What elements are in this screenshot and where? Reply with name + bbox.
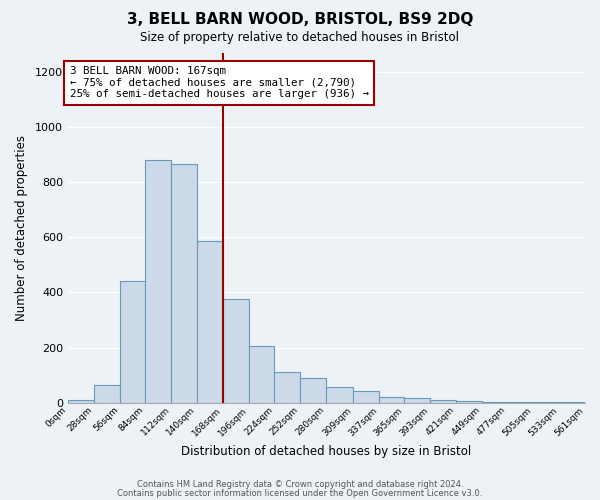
- Y-axis label: Number of detached properties: Number of detached properties: [15, 134, 28, 320]
- Bar: [274, 372, 300, 402]
- Bar: [300, 378, 326, 402]
- Bar: [145, 160, 171, 402]
- Bar: [430, 400, 456, 402]
- Text: 3 BELL BARN WOOD: 167sqm
← 75% of detached houses are smaller (2,790)
25% of sem: 3 BELL BARN WOOD: 167sqm ← 75% of detach…: [70, 66, 369, 100]
- X-axis label: Distribution of detached houses by size in Bristol: Distribution of detached houses by size …: [181, 444, 472, 458]
- Text: Contains public sector information licensed under the Open Government Licence v3: Contains public sector information licen…: [118, 488, 482, 498]
- Text: Contains HM Land Registry data © Crown copyright and database right 2024.: Contains HM Land Registry data © Crown c…: [137, 480, 463, 489]
- Bar: [94, 385, 119, 402]
- Text: Size of property relative to detached houses in Bristol: Size of property relative to detached ho…: [140, 31, 460, 44]
- Bar: [353, 390, 379, 402]
- Bar: [171, 164, 197, 402]
- Bar: [197, 242, 223, 402]
- Bar: [68, 400, 94, 402]
- Bar: [248, 346, 274, 403]
- Bar: [223, 300, 248, 403]
- Text: 3, BELL BARN WOOD, BRISTOL, BS9 2DQ: 3, BELL BARN WOOD, BRISTOL, BS9 2DQ: [127, 12, 473, 28]
- Bar: [379, 397, 404, 402]
- Bar: [119, 282, 145, 403]
- Bar: [404, 398, 430, 402]
- Bar: [326, 387, 353, 402]
